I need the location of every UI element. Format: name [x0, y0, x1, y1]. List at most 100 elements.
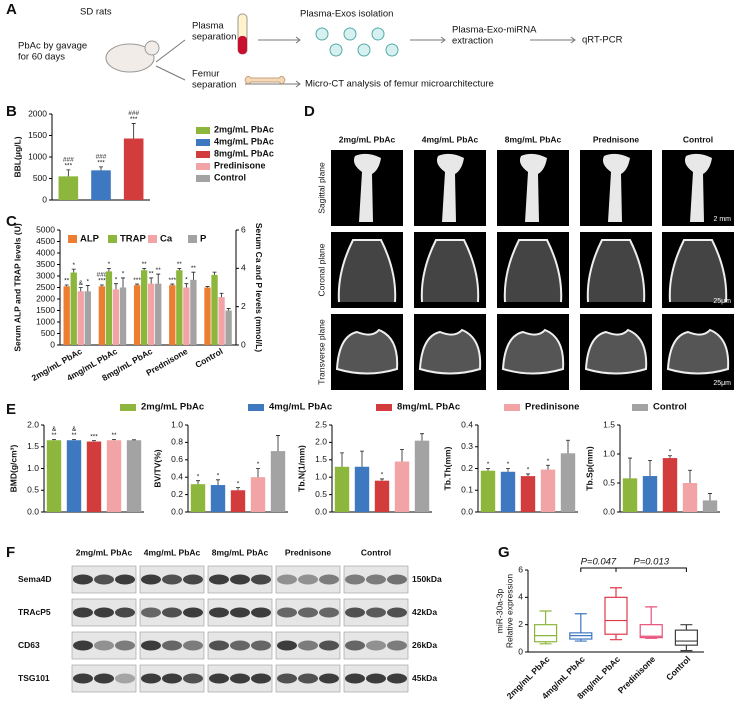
y-tick-label: 1000 — [28, 151, 47, 161]
error-bar — [156, 273, 161, 284]
blot-band — [366, 640, 386, 651]
blot-band — [230, 673, 250, 684]
column-title: Prednisone — [285, 547, 332, 557]
annotation: * — [72, 262, 75, 269]
bar — [46, 440, 62, 512]
bar — [112, 289, 120, 345]
bar — [560, 453, 576, 512]
dishes — [315, 27, 399, 57]
box — [604, 596, 628, 635]
y2-tick-label: 6 — [241, 224, 246, 234]
legend-label: 8mg/mL PbAc — [397, 402, 460, 413]
panel-label: C — [6, 213, 17, 230]
legend-label: Ca — [160, 234, 173, 245]
legend-swatch — [504, 404, 520, 411]
blot-band — [277, 640, 297, 651]
y-axis-label: miR-30a-3p — [494, 589, 504, 634]
y-tick-label: 0.3 — [461, 441, 473, 451]
ct-bone — [666, 328, 730, 375]
bar — [500, 471, 516, 512]
error-bar — [340, 452, 344, 467]
blot-band — [94, 640, 114, 651]
legend-label: P — [200, 234, 207, 245]
annotation: ** — [71, 432, 77, 439]
y-axis-label: Relative expression — [504, 574, 514, 648]
blot-band — [387, 574, 407, 585]
legend-label: Predinisone — [214, 160, 266, 170]
blot-band — [345, 673, 365, 684]
error-bar — [149, 277, 154, 284]
y-axis-label: BV/TV(%) — [152, 449, 162, 487]
ct-bone — [584, 328, 648, 375]
blot-band — [141, 640, 161, 651]
y-tick-label: 0 — [42, 194, 47, 204]
error-bar — [66, 169, 71, 177]
bar — [480, 470, 496, 512]
blot-band — [209, 673, 229, 684]
bar — [190, 279, 197, 345]
blot-band — [319, 640, 339, 651]
legend-swatch — [196, 151, 210, 158]
ct-bone — [353, 153, 381, 222]
annotation: * — [507, 461, 510, 468]
diagram-node: Micro-CT analysis of femur microarchitec… — [305, 79, 494, 90]
bar — [210, 485, 226, 512]
dish — [343, 27, 357, 41]
annotation: ** — [156, 267, 162, 274]
annotation: ** — [51, 432, 57, 439]
error-bar — [668, 455, 672, 459]
annotation: * — [217, 473, 220, 480]
arrow — [258, 36, 301, 44]
x-tick-label: Control — [193, 346, 224, 370]
legend-swatch — [68, 235, 77, 243]
error-bar — [212, 271, 217, 275]
y-tick-label: 0.6 — [171, 454, 183, 464]
panel-label: E — [6, 401, 16, 418]
diagram-node: Plasma-Exo-miRNA — [452, 25, 537, 36]
y-tick-label: 3000 — [36, 270, 55, 280]
blot-band — [230, 640, 250, 651]
panel-label: A — [6, 1, 17, 18]
blot-band — [366, 574, 386, 585]
error-bar — [99, 284, 104, 287]
blot-band — [277, 574, 297, 585]
diagram-node: extraction — [452, 36, 493, 47]
error-bar — [92, 440, 96, 442]
blot-band — [251, 673, 271, 684]
bar — [682, 483, 698, 512]
size-label: 45kDa — [412, 673, 437, 683]
blot-band — [162, 574, 182, 585]
error-bar — [708, 493, 712, 501]
blot-band — [251, 574, 271, 585]
bar — [155, 283, 162, 345]
column-title: 2mg/mL PbAc — [339, 134, 396, 144]
row-label: Sagittal plane — [316, 162, 326, 214]
error-bar — [276, 435, 280, 452]
scale-label: 25μm — [713, 380, 731, 387]
error-bar — [99, 166, 103, 171]
column-title: 2mg/mL PbAc — [76, 547, 133, 557]
error-bar — [52, 438, 56, 441]
y-tick-label: 0.8 — [171, 437, 183, 447]
blot-band — [73, 673, 93, 684]
y-axis-label: Tb.Sp(mm) — [584, 446, 594, 491]
error-bar — [113, 283, 118, 290]
y-tick-label: 0.2 — [461, 463, 473, 473]
y-tick-label: 0.0 — [315, 506, 327, 516]
bar — [169, 285, 176, 345]
y-tick-label: 0.0 — [603, 506, 615, 516]
ct-bone — [668, 239, 728, 303]
legend-label: 4mg/mL PbAc — [269, 402, 332, 413]
blot-band — [209, 574, 229, 585]
rat — [105, 43, 155, 73]
blot-band — [230, 574, 250, 585]
bar — [230, 490, 246, 512]
diagram-node: Plasma-Exos isolation — [300, 9, 393, 20]
arrow — [155, 65, 186, 81]
diagram-node: qRT-PCR — [582, 35, 623, 46]
blot-band — [183, 607, 203, 618]
error-bar — [64, 284, 69, 287]
error-bar — [131, 123, 136, 139]
y-tick-label: 1.5 — [315, 454, 327, 464]
